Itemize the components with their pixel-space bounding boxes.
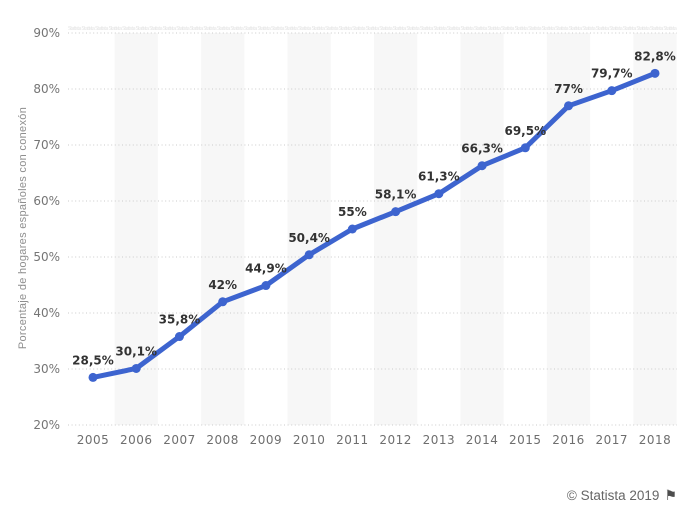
y-tick-label: 20% [33,418,60,432]
data-point-label: 69,5% [504,124,546,138]
x-tick-label: 2016 [552,433,585,447]
plot-band [460,33,504,425]
x-tick-label: 2018 [639,433,672,447]
data-point[interactable] [607,86,617,96]
y-axis-title: Porcentaje de hogares españoles con cone… [17,106,29,350]
data-point-label: 55% [338,205,367,219]
x-tick-label: 2012 [379,433,412,447]
data-point[interactable] [391,207,401,217]
data-point-label: 66,3% [461,142,503,156]
data-point-label: 82,8% [634,49,676,63]
x-tick-label: 2005 [77,433,110,447]
y-tick-label: 70% [33,138,60,152]
x-tick-label: 2017 [595,433,628,447]
series-line [90,70,658,380]
data-point-label: 79,7% [591,67,633,81]
plot-band [201,33,245,425]
data-point-label: 50,4% [288,231,330,245]
data-point-label: 77% [554,82,583,96]
data-point-label: 35,8% [159,313,201,327]
x-tick-label: 2008 [206,433,239,447]
y-tick-label: 50% [33,250,60,264]
data-point[interactable] [434,189,444,199]
data-point-label: 42% [208,278,237,292]
data-point-label: 28,5% [72,353,114,367]
data-point[interactable] [520,143,530,153]
copyright-text: © Statista 2019 [566,488,660,503]
x-tick-label: 2015 [509,433,542,447]
x-tick-label: 2011 [336,433,369,447]
copyright-footer: © Statista 2019 ⚑ [567,487,677,504]
data-point[interactable] [477,161,487,171]
flag-icon: ⚑ [664,487,677,503]
data-point[interactable] [564,101,574,111]
data-point[interactable] [218,297,228,307]
y-tick-label: 30% [33,362,60,376]
y-tick-label: 60% [33,194,60,208]
x-tick-label: 2006 [120,433,153,447]
y-tick-label: 90% [33,26,60,40]
x-tick-label: 2014 [466,433,499,447]
data-point[interactable] [650,68,660,78]
y-tick-label: 40% [33,306,60,320]
data-point-label: 58,1% [375,188,417,202]
data-point[interactable] [304,250,314,260]
y-tick-label: 80% [33,82,60,96]
data-point-label: 30,1% [115,344,157,358]
x-tick-label: 2010 [293,433,326,447]
watermark-text: Statista Statista Statista Statista Stat… [68,26,677,32]
data-point[interactable] [347,224,357,234]
data-point-label: 44,9% [245,262,287,276]
x-tick-label: 2009 [250,433,283,447]
x-tick-label: 2007 [163,433,196,447]
data-point[interactable] [88,372,98,382]
data-point-label: 61,3% [418,170,460,184]
data-point[interactable] [261,281,271,291]
x-tick-label: 2013 [423,433,456,447]
plot-band [287,33,331,425]
plot-band [633,33,677,425]
data-point[interactable] [174,332,184,342]
data-point[interactable] [131,363,141,373]
plot-band [374,33,418,425]
